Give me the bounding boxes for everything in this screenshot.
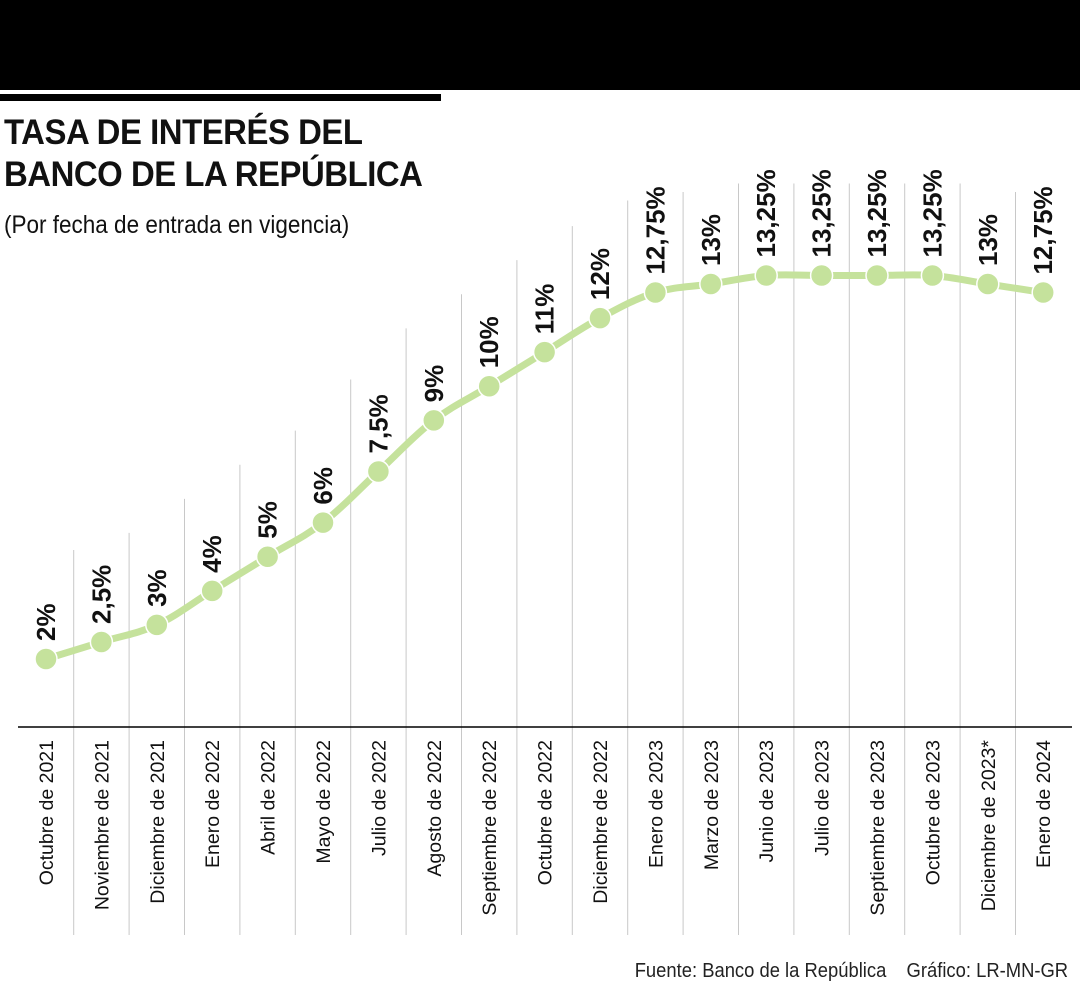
x-tick-label: Diciembre de 2021	[147, 740, 169, 904]
data-label: 13%	[973, 214, 1003, 266]
x-tick-label: Octubre de 2022	[535, 740, 557, 885]
x-tick-label: Junio de 2023	[756, 740, 778, 863]
source-note: Fuente: Banco de la República	[634, 960, 887, 982]
x-tick-label: Octubre de 2021	[36, 740, 58, 885]
data-point	[255, 544, 280, 569]
data-point	[588, 306, 612, 330]
data-label: 10%	[474, 316, 504, 368]
credit-note: Gráfico: LR-MN-GR	[906, 960, 1068, 982]
x-tick-label: Diciembre de 2022	[590, 740, 612, 904]
data-label: 12,75%	[640, 186, 670, 274]
title-rule	[0, 94, 441, 101]
x-tick-label: Marzo de 2023	[701, 740, 723, 870]
x-tick-labels: Octubre de 2021 Noviembre de 2021 Diciembr…	[36, 740, 1055, 916]
data-point	[532, 340, 557, 364]
data-label: 13,25%	[862, 169, 892, 257]
data-label: 13,25%	[807, 169, 837, 257]
data-point	[643, 280, 668, 305]
data-point	[89, 630, 114, 654]
data-markers	[34, 263, 1055, 671]
data-point	[34, 647, 58, 671]
x-tick-label: Mayo de 2022	[313, 740, 335, 864]
data-point	[145, 613, 169, 637]
data-label: 12%	[585, 248, 615, 300]
data-label: 2,5%	[86, 565, 116, 624]
x-tick-label: Septiembre de 2022	[479, 740, 501, 916]
data-point	[422, 408, 446, 433]
x-tick-label: Septiembre de 2023	[867, 740, 889, 916]
x-tick-label: Julio de 2022	[368, 740, 390, 856]
data-point	[920, 263, 945, 288]
x-tick-label: Enero de 2024	[1033, 740, 1055, 868]
x-tick-label: Octubre de 2023	[922, 740, 944, 885]
data-label: 2%	[31, 603, 61, 641]
x-tick-label: Agosto de 2022	[424, 740, 446, 877]
data-point	[311, 510, 335, 535]
data-label: 4%	[197, 535, 227, 573]
data-point	[366, 459, 391, 484]
data-point	[699, 272, 723, 296]
data-label: 13,25%	[751, 169, 781, 257]
data-label: 5%	[253, 501, 283, 539]
data-label: 12,75%	[1028, 186, 1058, 274]
x-tick-label: Abril de 2022	[258, 740, 280, 855]
data-label: 3%	[142, 569, 172, 607]
gridlines	[73, 183, 1016, 935]
data-label: 11%	[530, 284, 560, 335]
x-tick-label: Julio de 2023	[812, 740, 834, 856]
chart-title: TASA DE INTERÉS DEL BANCO DE LA REPÚBLIC…	[4, 113, 423, 194]
data-point	[1031, 280, 1055, 305]
top-black-banner	[0, 0, 1080, 90]
data-point	[200, 579, 224, 603]
data-label: 9%	[419, 365, 449, 403]
x-tick-label: Enero de 2023	[645, 740, 667, 868]
data-point	[809, 263, 834, 288]
data-point	[477, 374, 501, 399]
data-label: 13%	[696, 214, 726, 266]
data-point	[976, 272, 1000, 296]
data-point	[754, 263, 778, 288]
x-tick-label: Noviembre de 2021	[91, 740, 113, 910]
footer: Fuente: Banco de la República Gráfico: LR…	[635, 960, 1068, 983]
x-tick-label: Enero de 2022	[202, 740, 224, 868]
x-tick-label: Diciembre de 2023*	[978, 740, 1000, 912]
chart-subtitle: (Por fecha de entrada en vigencia)	[4, 211, 350, 239]
data-label: 6%	[308, 467, 338, 505]
data-labels: 2% 2,5% 3% 4% 5% 6% 7,5% 9% 10% 11% 12% 12,75% 13% 13…	[31, 169, 1058, 641]
data-label: 7,5%	[363, 394, 393, 453]
data-point	[865, 263, 889, 288]
data-label: 13,25%	[917, 169, 947, 257]
